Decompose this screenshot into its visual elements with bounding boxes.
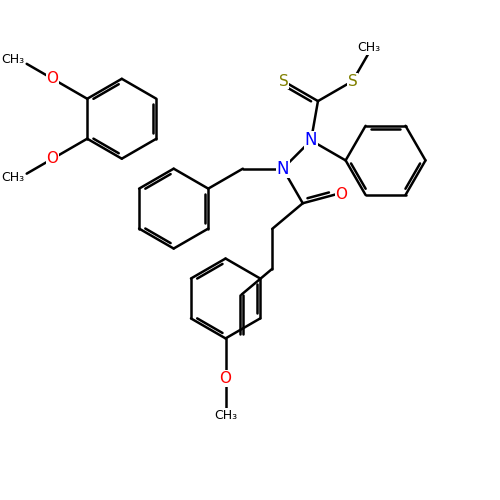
Text: S: S	[278, 74, 288, 88]
Text: CH₃: CH₃	[1, 171, 24, 184]
Text: O: O	[220, 371, 232, 386]
Text: N: N	[305, 132, 318, 150]
Text: CH₃: CH₃	[1, 54, 24, 66]
Text: O: O	[46, 151, 58, 166]
Text: O: O	[46, 72, 58, 86]
Text: CH₃: CH₃	[357, 41, 380, 54]
Text: S: S	[348, 74, 358, 88]
Text: CH₃: CH₃	[214, 409, 237, 422]
Text: N: N	[276, 160, 289, 178]
Text: O: O	[336, 187, 347, 202]
